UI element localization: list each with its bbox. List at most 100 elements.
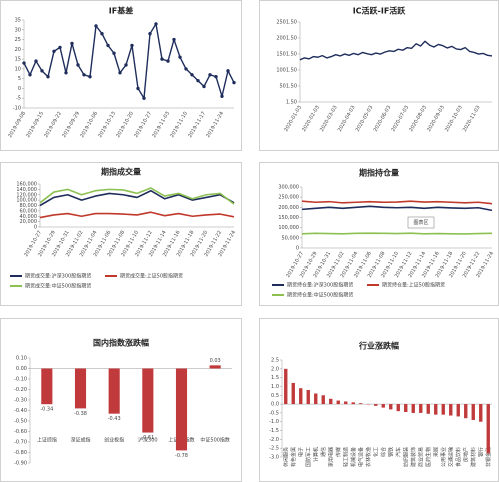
x-tick-label: 非银金融	[485, 447, 492, 467]
chart-title: 期指持仓量	[359, 168, 399, 178]
y-tick-label: -3.0	[269, 455, 279, 461]
bar	[329, 398, 333, 405]
y-tick-label: 0	[18, 86, 21, 92]
data-label: 0.03	[210, 358, 221, 364]
bar	[175, 368, 188, 451]
y-tick-label: 0	[296, 246, 299, 252]
y-tick-label: -0.90	[14, 461, 27, 467]
bar	[209, 365, 221, 369]
y-tick-label: 150,000	[278, 215, 299, 221]
y-tick-label: 0.5	[271, 393, 279, 399]
y-tick-label: 80,000	[20, 203, 38, 209]
y-tick-label: 10	[15, 66, 21, 72]
x-tick-label: 采掘	[432, 447, 439, 457]
line-series	[301, 200, 493, 205]
chart-title: IF基差	[109, 6, 133, 16]
y-tick-label: -0.10	[14, 377, 27, 383]
chart-title: 行业涨跌幅	[358, 341, 399, 351]
bar	[344, 401, 348, 405]
bar	[306, 389, 310, 405]
y-tick-label: 0.00	[16, 366, 27, 372]
bar	[374, 404, 378, 406]
x-tick-label: 中证500指数	[200, 437, 230, 444]
x-tick-label: 建筑装饰	[410, 447, 417, 467]
y-tick-label: 1.0	[271, 384, 279, 390]
data-label: -0.38	[74, 411, 87, 417]
bar	[434, 404, 438, 415]
x-tick-label: 农林牧渔	[365, 447, 372, 467]
x-tick-label: 商业贸易	[417, 447, 424, 467]
y-tick-label: 15	[15, 57, 21, 63]
y-tick-label: 20,000	[20, 219, 38, 225]
y-tick-label: 1.5	[271, 375, 279, 381]
x-tick-label: 传媒	[335, 447, 342, 457]
chart-title: 期指成交量	[101, 167, 141, 177]
y-tick-label: -2.5	[269, 446, 279, 452]
y-tick-label: 1501.50	[276, 52, 297, 58]
y-tick-label: 2001.50	[276, 36, 297, 42]
y-tick-label: 2501.50	[276, 20, 297, 26]
y-tick-label: 1.50	[286, 100, 297, 106]
y-tick-label: 0	[34, 225, 37, 231]
x-tick-label: 轻工制造	[342, 447, 349, 467]
y-tick-label: 25	[15, 37, 21, 43]
y-tick-label: 200,000	[278, 205, 299, 211]
panel	[0, 318, 242, 482]
chart-title: IC活跃-IF活跃	[353, 6, 407, 16]
bar	[411, 404, 415, 413]
bar	[299, 388, 303, 405]
bar	[74, 368, 87, 409]
y-tick-label: 40,000	[20, 214, 38, 220]
x-tick-label: 建筑材料	[470, 447, 477, 467]
y-tick-label: 2.0	[271, 366, 279, 372]
tooltip-box	[407, 216, 435, 229]
panel	[0, 162, 242, 306]
x-tick-label: 银行	[477, 447, 484, 457]
x-tick-label: 房地产	[462, 447, 469, 462]
y-tick-label: 50,000	[282, 235, 300, 241]
x-tick-label: 家用电器	[327, 447, 334, 467]
y-tick-label: 1001.50	[276, 68, 297, 74]
x-tick-label: 钢铁	[387, 447, 394, 457]
y-tick-label: -0.50	[14, 419, 27, 425]
y-tick-label: 0.10	[16, 356, 27, 362]
y-tick-label: -0.30	[14, 398, 27, 404]
x-tick-label: 医药生物	[425, 447, 432, 467]
bar	[142, 368, 154, 433]
x-tick-label: 通信	[320, 447, 327, 457]
y-tick-label: -10	[13, 106, 21, 112]
bar	[464, 404, 468, 419]
bar	[396, 404, 400, 412]
y-tick-label: 35	[15, 18, 21, 24]
x-tick-label: 综合	[380, 447, 387, 457]
bar	[41, 368, 53, 405]
x-tick-label: 机械设备	[350, 447, 357, 467]
bar	[351, 402, 355, 405]
bar	[291, 382, 295, 405]
line-series	[39, 187, 235, 205]
bar	[456, 404, 460, 417]
legend-label: 期货持仓量:中证500股指期货	[287, 292, 353, 299]
chart-title: 国内指数涨跌幅	[93, 338, 149, 348]
data-label: -0.61	[141, 435, 154, 441]
legend-label: 期货成交量:沪深300股指期货	[25, 273, 91, 280]
y-tick-label: -0.40	[14, 408, 27, 414]
y-tick-label: -1.5	[269, 428, 279, 434]
x-tick-label: 化工	[372, 447, 379, 457]
x-tick-label: 汽车	[395, 447, 402, 457]
x-tick-label: 电子	[297, 447, 304, 457]
legend-label: 期货持仓量:沪深300股指期货	[287, 282, 353, 289]
x-tick-label: 沪深300	[138, 437, 158, 444]
x-tick-label: 纺织服装	[402, 447, 409, 467]
legend-label: 期货持仓量:上证50股指期货	[382, 282, 445, 289]
bar	[441, 404, 445, 415]
y-tick-label: 300,000	[278, 185, 299, 191]
x-tick-label: 国防军工	[305, 447, 312, 467]
line-series	[39, 189, 235, 207]
y-tick-label: 30	[15, 27, 21, 33]
y-tick-label: 100,000	[16, 198, 37, 204]
x-tick-label: 计算机	[312, 447, 319, 462]
panel	[259, 0, 499, 151]
y-tick-label: 100,000	[278, 225, 299, 231]
